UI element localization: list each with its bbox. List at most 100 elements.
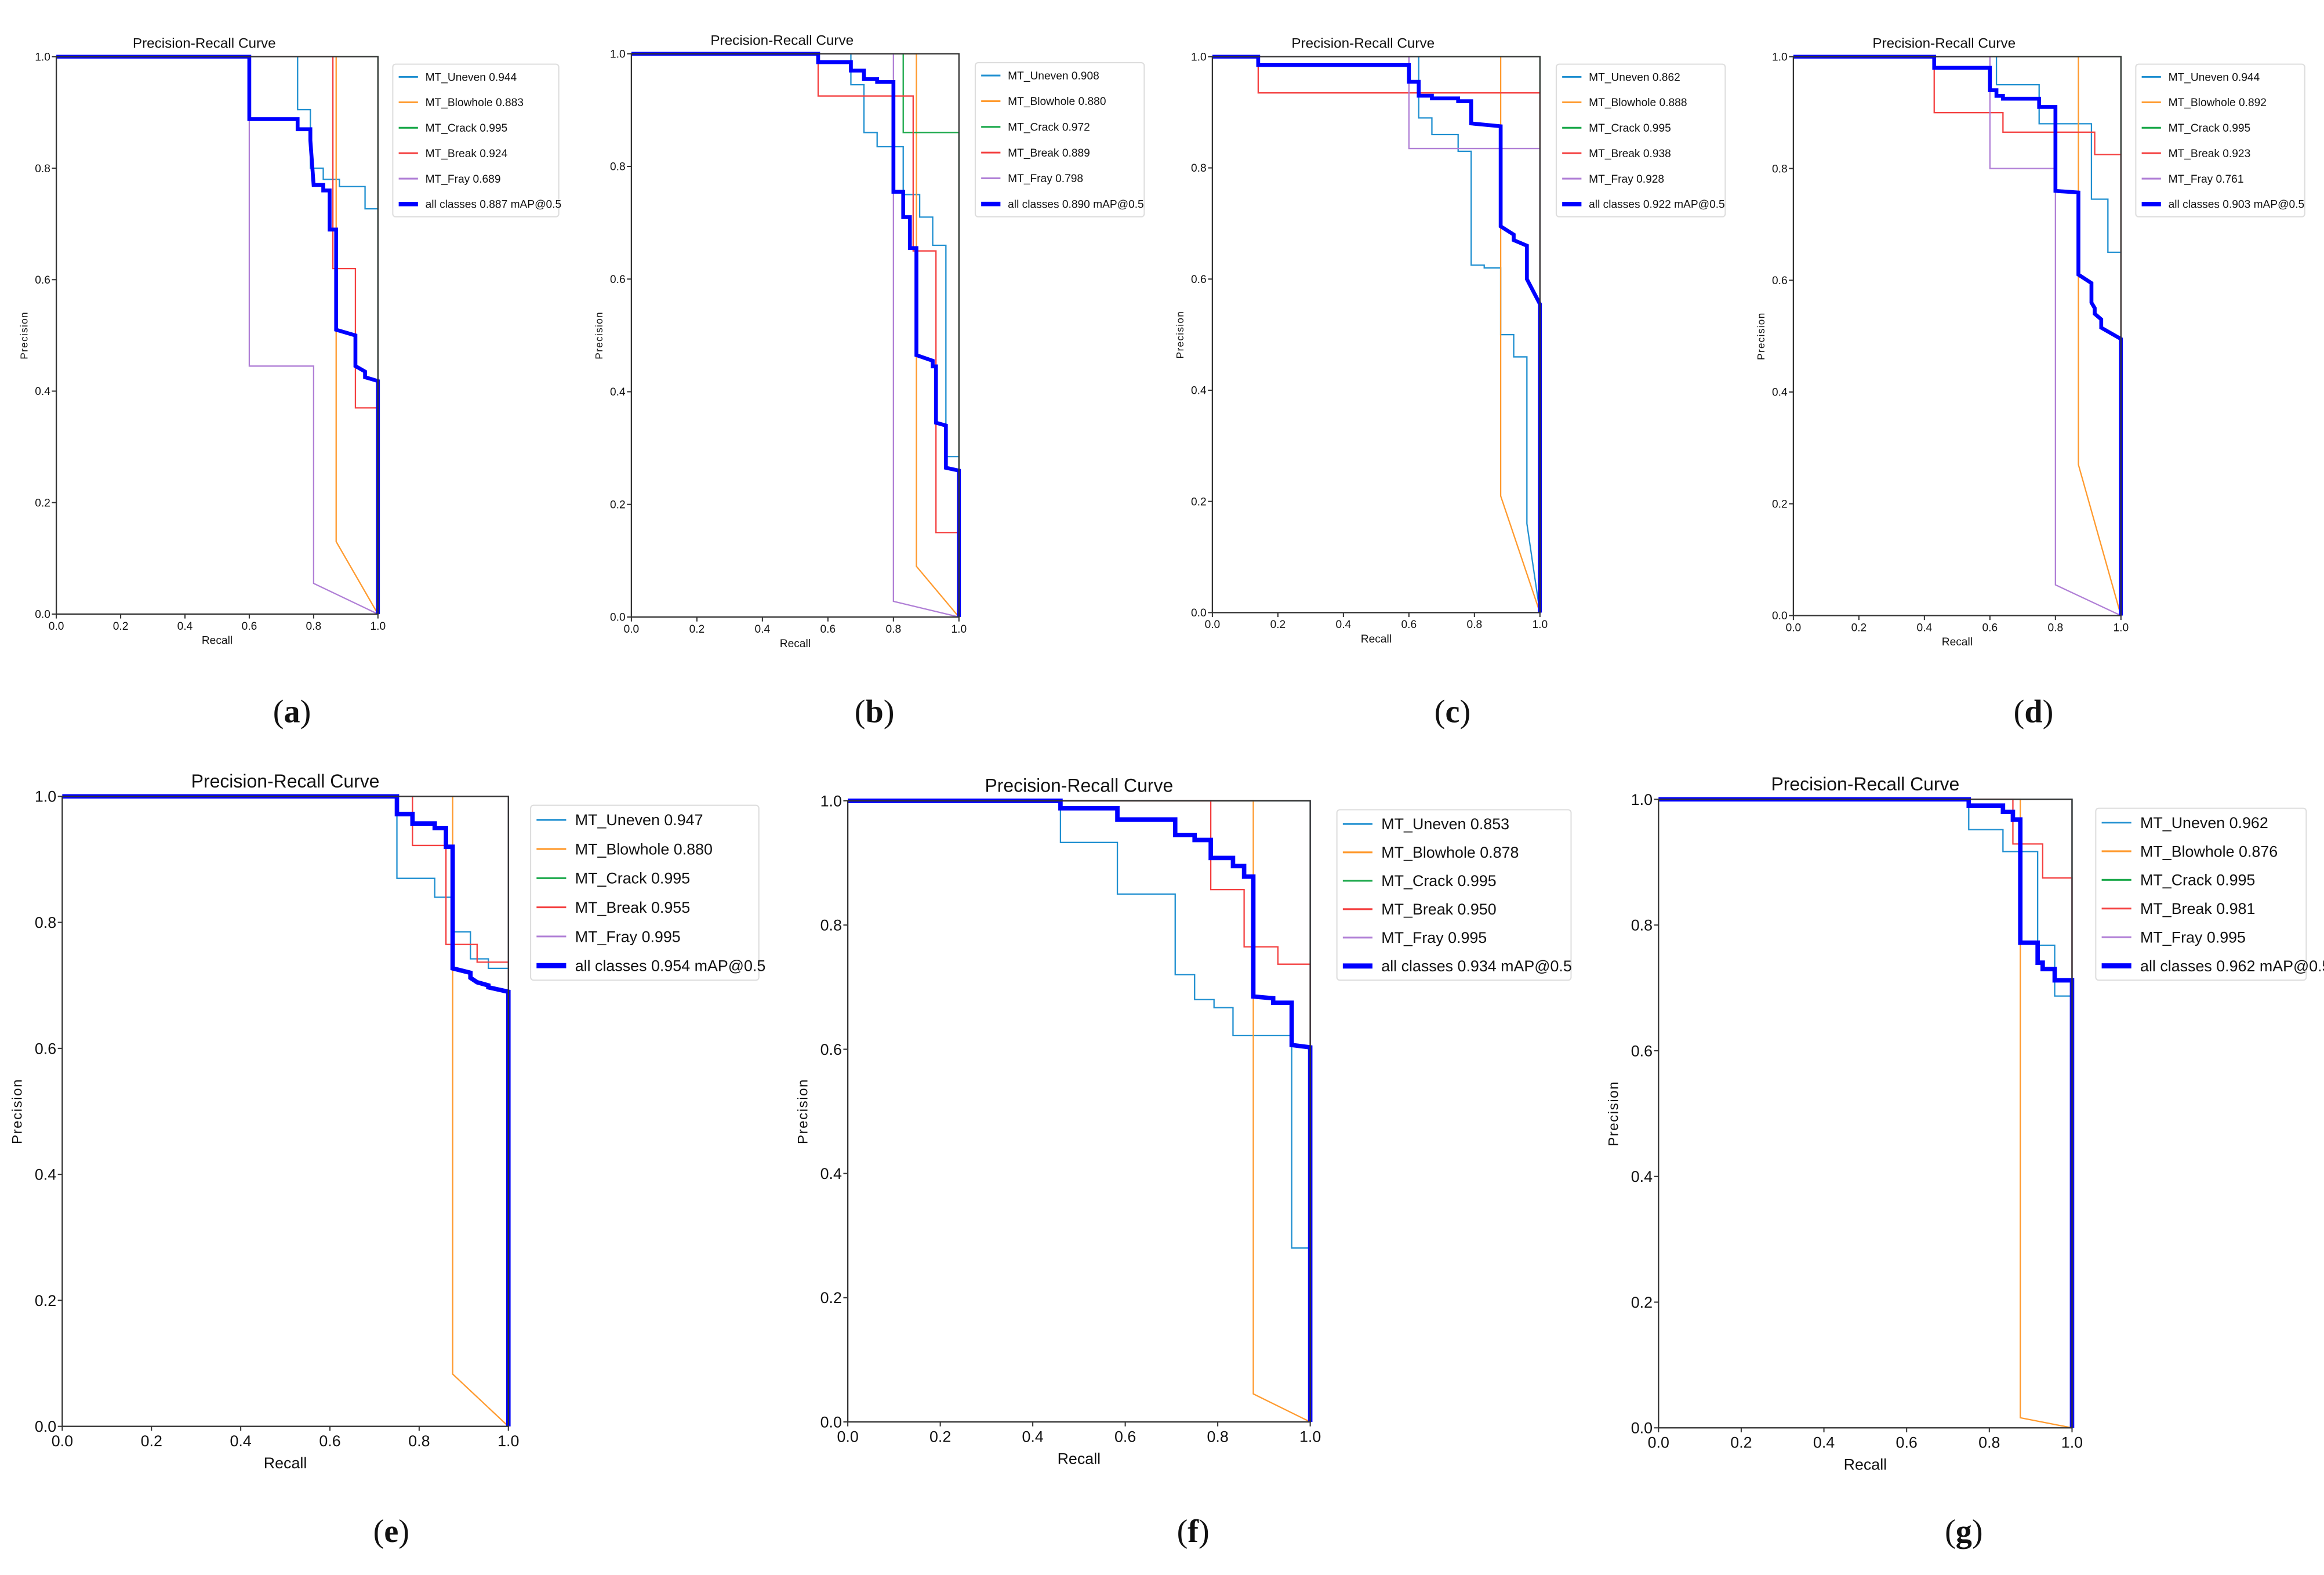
legend-entry: MT_Uneven 0.908	[1008, 70, 1099, 82]
x-tick-label: 0.2	[1730, 1434, 1752, 1451]
series-line-mt_blowhole	[1658, 799, 2072, 1429]
panel-a: 0.0 0.2 0.4 0.6 0.8 1.0 0.0 0.2 0.4 0.6 0.8 1.0 Prec…	[18, 35, 561, 730]
y-tick-label: 0.2	[35, 1292, 56, 1309]
legend-entry: all classes 0.962 mAP@0.5	[2140, 957, 2324, 975]
x-tick-label: 0.0	[52, 1432, 73, 1450]
legend-series-name: MT_Crack	[2140, 872, 2212, 889]
series-line-mt_crack	[1793, 56, 2122, 616]
legend-series-value: 0.944	[2232, 71, 2260, 84]
x-tick-label: 1.0	[951, 623, 967, 636]
legend-series-value: 0.995	[2207, 929, 2246, 946]
legend-entry: MT_Fray 0.995	[2140, 929, 2246, 946]
legend-entry: MT_Crack 0.995	[2140, 872, 2255, 889]
x-tick-label: 0.6	[1982, 622, 1998, 634]
legend: MT_Uneven 0.908 MT_Blowhole 0.880 MT_Crack…	[974, 62, 1145, 217]
legend-box	[974, 62, 1145, 217]
series-line-mt_fray	[1212, 56, 1541, 613]
x-tick-label: 0.0	[624, 623, 640, 636]
y-tick-label: 0.2	[610, 499, 626, 511]
legend-box	[1555, 63, 1726, 217]
legend-series-name: MT_Fray	[1381, 929, 1444, 946]
legend-entry: MT_Uneven 0.944	[426, 71, 517, 84]
y-tick-label: 0.8	[610, 161, 626, 173]
x-tick-label: 1.0	[370, 620, 386, 633]
panel-label: (g)	[1945, 1514, 1983, 1549]
y-tick-label: 0.6	[35, 1040, 56, 1057]
chart-title: Precision-Recall Curve	[191, 771, 380, 792]
legend-series-value: 0.889	[1062, 147, 1090, 159]
x-tick-label: 0.8	[1207, 1428, 1228, 1446]
x-tick-label: 0.4	[177, 620, 193, 633]
legend-entry: MT_Crack 0.995	[426, 122, 508, 135]
legend-series-name: MT_Fray	[1589, 173, 1633, 186]
series-line-mt_break	[631, 53, 960, 618]
series-line-mt_crack	[56, 56, 379, 614]
series-line-mt_break	[1212, 56, 1541, 613]
legend-series-name: MT_Break	[2140, 900, 2212, 917]
x-tick-label: 0.2	[141, 1432, 162, 1450]
legend-series-suffix: mAP@0.5	[2254, 199, 2305, 211]
y-tick-label: 0.4	[1631, 1168, 1653, 1185]
series-line-mt_uneven	[848, 800, 1311, 1422]
plot-area-frame	[630, 53, 960, 618]
legend: MT_Uneven 0.962 MT_Blowhole 0.876 MT_Crack…	[2095, 807, 2324, 981]
y-tick-label: 1.0	[610, 48, 626, 60]
legend-series-value: 0.887	[480, 199, 507, 211]
panel-letter: a	[284, 694, 300, 730]
legend-series-name: MT_Blowhole	[575, 840, 670, 858]
series-line-mt_blowhole	[1212, 56, 1541, 613]
y-axis-label: Precision	[10, 1079, 26, 1144]
legend-entry: MT_Fray 0.761	[2169, 173, 2244, 186]
y-tick-label: 0.2	[35, 497, 50, 509]
legend-series-name: MT_Fray	[1008, 173, 1052, 185]
legend-series-name: MT_Fray	[2169, 173, 2213, 186]
panel-label: (e)	[373, 1514, 409, 1549]
legend-series-value: 0.853	[1470, 815, 1509, 833]
series-line-mt_fray	[848, 800, 1311, 1422]
chart-title: Precision-Recall Curve	[1291, 35, 1435, 51]
legend-series-name: MT_Blowhole	[1589, 97, 1656, 109]
x-tick-label: 0.2	[1270, 619, 1286, 631]
legend-series-value: 0.995	[1448, 929, 1487, 946]
legend-entry: MT_Uneven 0.962	[2140, 814, 2268, 832]
legend-series-value: 0.903	[2223, 199, 2250, 211]
legend-series-suffix: mAP@0.5	[695, 957, 766, 975]
legend-series-name: MT_Break	[1008, 147, 1059, 159]
legend-entry: MT_Blowhole 0.880	[1008, 96, 1106, 108]
legend-series-value: 0.944	[489, 71, 517, 84]
y-tick-label: 1.0	[1191, 52, 1207, 64]
legend-series-value: 0.962	[2216, 957, 2255, 975]
y-tick-label: 0.8	[35, 163, 50, 175]
y-tick-label: 0.4	[1191, 385, 1207, 397]
legend-series-value: 0.878	[1480, 844, 1519, 861]
legend-entry: MT_Fray 0.928	[1589, 173, 1664, 186]
x-tick-label: 0.0	[837, 1428, 858, 1446]
legend-entry: MT_Uneven 0.947	[575, 811, 703, 829]
panel-label: (a)	[273, 694, 311, 730]
legend-series-name: MT_Uneven	[1381, 815, 1466, 833]
legend-box	[392, 63, 560, 217]
series-line-mt_uneven	[1793, 56, 2122, 616]
legend-series-name: MT_Fray	[426, 173, 470, 186]
x-tick-label: 0.8	[408, 1432, 430, 1450]
y-tick-label: 0.8	[1631, 917, 1653, 934]
legend-series-value: 0.934	[1458, 957, 1497, 975]
y-axis-label: Precision	[795, 1079, 811, 1144]
legend-series-name: all classes	[2169, 199, 2220, 211]
legend-series-name: MT_Crack	[1008, 122, 1059, 134]
panel-label: (f)	[1177, 1514, 1210, 1549]
legend-entry: MT_Crack 0.995	[1589, 122, 1671, 135]
legend-entry: MT_Blowhole 0.878	[1381, 844, 1519, 861]
panel-label: (c)	[1435, 694, 1470, 730]
legend-series-name: MT_Break	[2169, 148, 2220, 160]
series-line-mt_break	[1658, 799, 2073, 1428]
legend-series-value: 0.880	[674, 840, 713, 858]
y-tick-label: 0.4	[35, 386, 50, 398]
x-tick-label: 1.0	[2061, 1434, 2083, 1451]
series-line-mt_crack	[631, 53, 960, 618]
series-line-mt_blowhole	[56, 56, 379, 615]
x-tick-label: 0.2	[113, 620, 129, 633]
series-line-mt_fray	[631, 53, 960, 618]
series-line-mt_crack	[1658, 799, 2073, 1428]
series-line-mt_fray	[62, 796, 509, 1427]
